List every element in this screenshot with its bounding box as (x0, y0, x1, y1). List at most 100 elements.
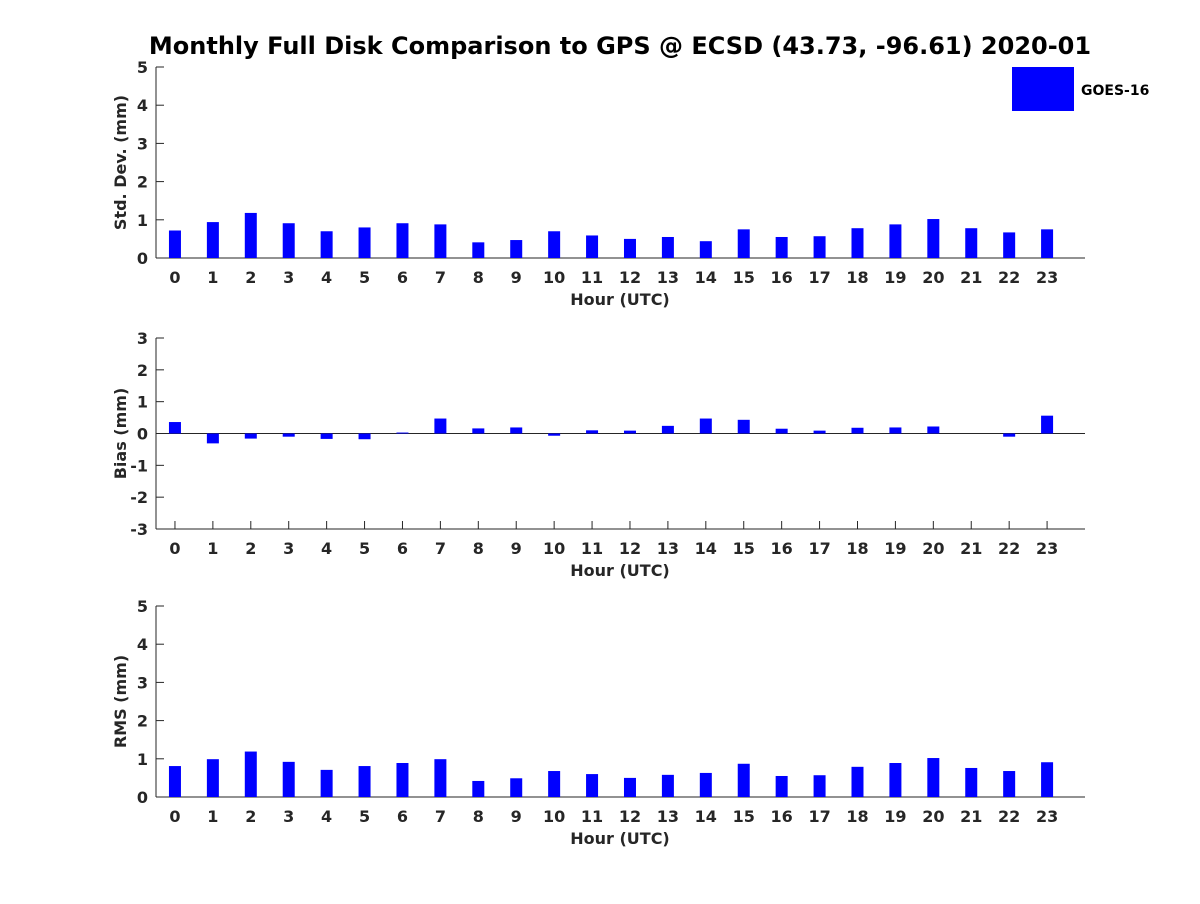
x-tick-label: 17 (808, 268, 830, 287)
bar-hour-6 (396, 433, 408, 434)
x-tick-label: 13 (657, 539, 679, 558)
y-tick-label: 4 (137, 96, 148, 115)
y-tick-label: 0 (137, 249, 148, 268)
x-tick-label: 8 (473, 807, 484, 826)
x-tick-label: 15 (733, 539, 755, 558)
x-tick-label: 0 (169, 268, 180, 287)
x-tick-label: 5 (359, 268, 370, 287)
bar-hour-1 (207, 759, 219, 797)
x-tick-label: 3 (283, 539, 294, 558)
bar-hour-18 (851, 228, 863, 258)
bar-hour-20 (927, 219, 939, 258)
x-tick-label: 17 (808, 807, 830, 826)
bar-hour-5 (359, 434, 371, 440)
bar-hour-13 (662, 237, 674, 258)
bar-hour-20 (927, 426, 939, 433)
bar-hour-4 (321, 770, 333, 797)
bar-hour-22 (1003, 232, 1015, 258)
x-tick-label: 19 (884, 539, 906, 558)
x-tick-label: 2 (245, 268, 256, 287)
bar-hour-8 (472, 242, 484, 258)
bar-hour-19 (889, 427, 901, 433)
x-tick-label: 7 (435, 539, 446, 558)
x-tick-label: 11 (581, 807, 603, 826)
x-tick-label: 14 (695, 807, 717, 826)
legend-swatch (1012, 67, 1074, 111)
x-tick-label: 22 (998, 268, 1020, 287)
x-tick-label: 10 (543, 268, 565, 287)
bar-hour-18 (851, 767, 863, 797)
x-tick-label: 8 (473, 539, 484, 558)
x-tick-label: 23 (1036, 268, 1058, 287)
x-tick-label: 2 (245, 539, 256, 558)
bar-hour-23 (1041, 416, 1053, 434)
x-tick-label: 6 (397, 268, 408, 287)
bar-hour-9 (510, 778, 522, 797)
x-tick-label: 9 (511, 807, 522, 826)
y-axis-label: Bias (mm) (111, 388, 130, 480)
x-tick-label: 13 (657, 807, 679, 826)
bar-hour-8 (472, 781, 484, 797)
bar-hour-10 (548, 434, 560, 436)
x-tick-label: 23 (1036, 539, 1058, 558)
bar-hour-22 (1003, 434, 1015, 437)
x-tick-label: 6 (397, 539, 408, 558)
x-tick-label: 17 (808, 539, 830, 558)
bar-hour-14 (700, 241, 712, 258)
bar-hour-22 (1003, 771, 1015, 797)
bar-hour-16 (776, 776, 788, 797)
x-tick-label: 19 (884, 807, 906, 826)
bar-hour-21 (965, 768, 977, 797)
bar-hour-16 (776, 429, 788, 434)
x-tick-label: 21 (960, 807, 982, 826)
bar-hour-0 (169, 422, 181, 433)
y-tick-label: 1 (137, 393, 148, 412)
x-tick-label: 10 (543, 539, 565, 558)
x-tick-label: 10 (543, 807, 565, 826)
x-tick-label: 3 (283, 807, 294, 826)
x-tick-label: 4 (321, 807, 332, 826)
x-tick-label: 6 (397, 807, 408, 826)
x-tick-label: 1 (207, 539, 218, 558)
y-tick-label: 0 (137, 788, 148, 807)
bar-hour-15 (738, 420, 750, 434)
x-tick-label: 20 (922, 539, 944, 558)
x-tick-label: 9 (511, 539, 522, 558)
bar-hour-12 (624, 239, 636, 258)
x-tick-label: 4 (321, 268, 332, 287)
y-tick-label: 3 (137, 673, 148, 692)
y-tick-label: 5 (137, 597, 148, 616)
x-tick-label: 16 (771, 539, 793, 558)
bar-hour-2 (245, 434, 257, 439)
bar-hour-2 (245, 752, 257, 797)
y-axis-label: Std. Dev. (mm) (111, 95, 130, 230)
x-tick-label: 21 (960, 268, 982, 287)
x-tick-label: 19 (884, 268, 906, 287)
bar-hour-19 (889, 763, 901, 797)
x-tick-label: 12 (619, 268, 641, 287)
x-tick-label: 15 (733, 268, 755, 287)
x-tick-label: 3 (283, 268, 294, 287)
bar-hour-0 (169, 766, 181, 797)
x-tick-label: 14 (695, 539, 717, 558)
x-tick-label: 15 (733, 807, 755, 826)
bar-hour-15 (738, 764, 750, 797)
x-tick-label: 7 (435, 268, 446, 287)
x-tick-label: 12 (619, 539, 641, 558)
x-tick-label: 18 (846, 539, 868, 558)
x-tick-label: 11 (581, 539, 603, 558)
x-tick-label: 22 (998, 807, 1020, 826)
bar-hour-15 (738, 229, 750, 258)
bar-hour-2 (245, 213, 257, 258)
x-tick-label: 18 (846, 268, 868, 287)
x-tick-label: 16 (771, 268, 793, 287)
bar-hour-20 (927, 758, 939, 797)
y-tick-label: 2 (137, 712, 148, 731)
bar-hour-5 (359, 227, 371, 258)
x-axis-label: Hour (UTC) (570, 561, 670, 580)
y-axis-label: RMS (mm) (111, 655, 130, 748)
x-tick-label: 8 (473, 268, 484, 287)
x-tick-label: 11 (581, 268, 603, 287)
